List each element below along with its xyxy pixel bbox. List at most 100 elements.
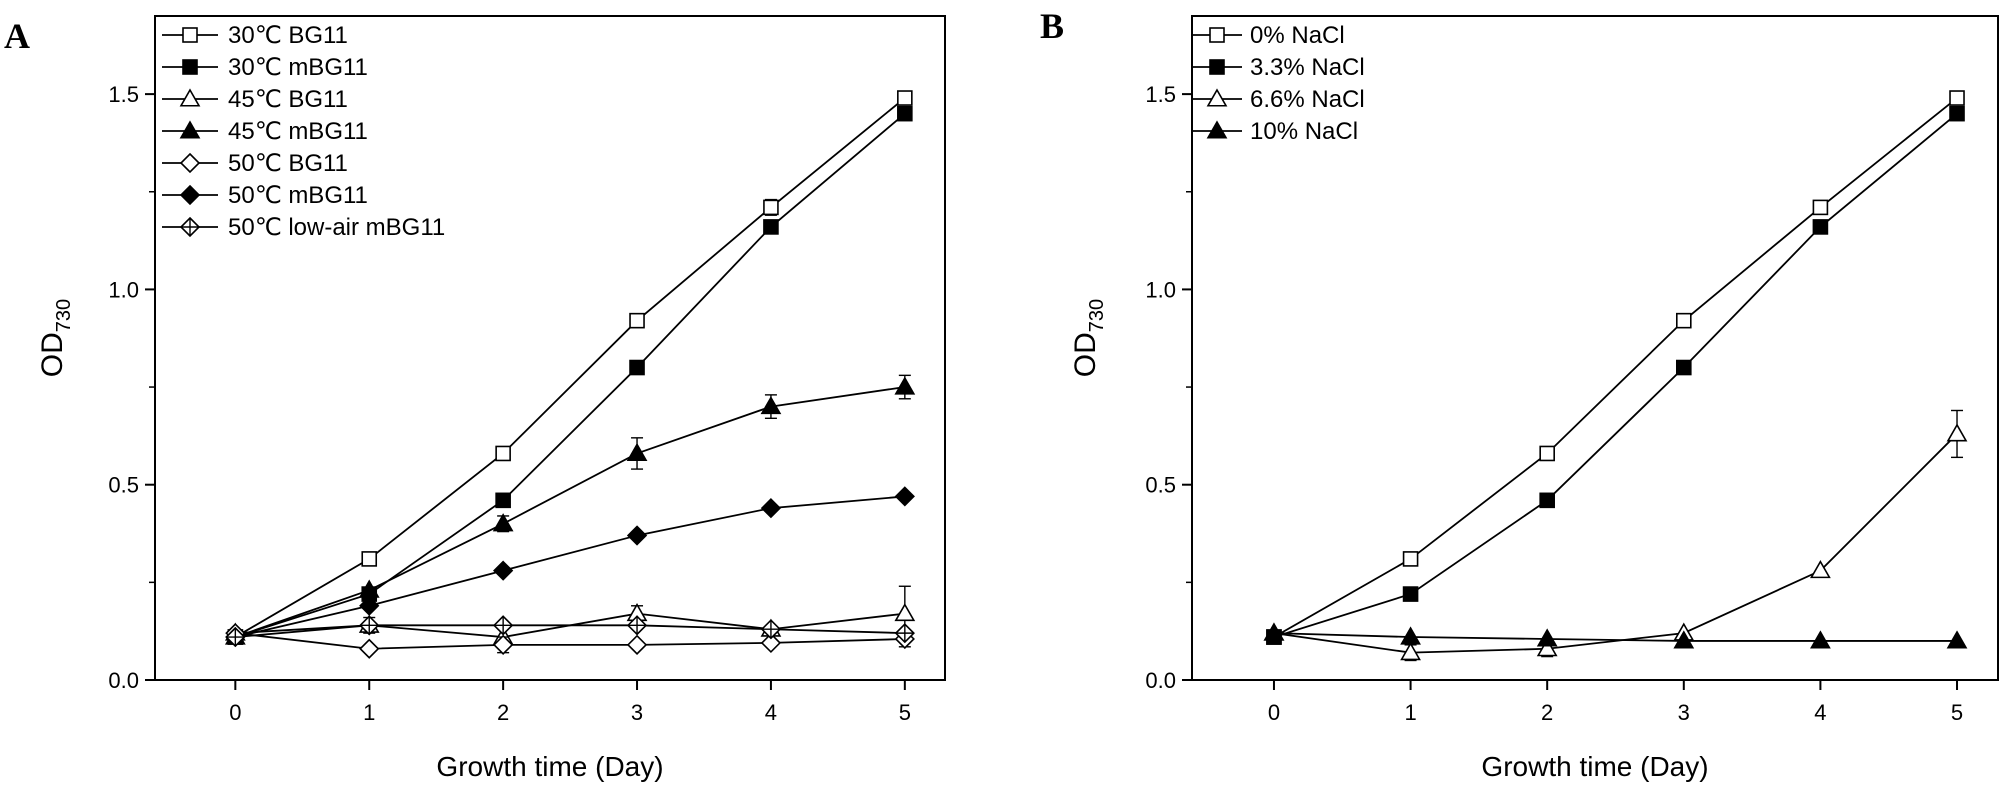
series-4 [224, 374, 916, 645]
y-axis-label-text: OD730 [1069, 299, 1108, 377]
y-axis-label-subscript: 730 [1086, 299, 1108, 332]
x-tick-label: 4 [1814, 700, 1826, 725]
series-6 [225, 486, 915, 648]
legend-marker [1206, 120, 1228, 139]
series-line [1273, 433, 1958, 654]
legend-item: 50℃ mBG11 [162, 182, 368, 209]
series-line [234, 97, 906, 638]
x-axis-label: Growth time (Day) [436, 751, 663, 782]
data-point [760, 498, 782, 519]
series-line [235, 495, 905, 638]
data-point [1400, 626, 1421, 645]
x-tick-label: 3 [1678, 700, 1690, 725]
legend-label: 6.6% NaCl [1250, 86, 1365, 113]
series-line [1273, 632, 1958, 642]
data-point [1400, 642, 1421, 661]
legend-item: 3.3% NaCl [1192, 54, 1365, 81]
y-tick-label: 1.5 [1145, 82, 1176, 107]
data-point [1810, 630, 1831, 649]
series-3 [1263, 409, 1968, 662]
data-point [763, 199, 779, 216]
series-line [235, 112, 906, 638]
legend-item: 50℃ low-air mBG11 [162, 214, 445, 241]
legend-label: 45℃ mBG11 [228, 118, 368, 145]
data-point [1675, 359, 1692, 376]
legend-marker [1209, 59, 1225, 75]
data-point [894, 486, 915, 507]
data-point [760, 395, 782, 415]
x-tick-label: 0 [229, 700, 241, 725]
series-line [235, 632, 905, 650]
chart-panel-B: B 0 1 2 3 4 5 0.0 0.5 1.0 1.5 Growth time (Day) OD73… [1040, 6, 1999, 782]
legend-item: 45℃ mBG11 [162, 118, 368, 145]
y-axis-label-text: OD730 [36, 299, 75, 377]
data-point [495, 492, 511, 509]
data-point [626, 634, 648, 655]
x-tick-label: 1 [363, 700, 375, 725]
legend-label: 50℃ BG11 [228, 150, 348, 177]
x-tick-label: 5 [899, 700, 911, 725]
y-axis-label-main: OD [1069, 332, 1102, 377]
data-point [493, 560, 514, 581]
legend-marker [1209, 27, 1225, 43]
legend-item: 45℃ BG11 [162, 86, 348, 113]
legend-label: 50℃ low-air mBG11 [228, 214, 445, 241]
legend-marker [179, 152, 201, 174]
legend-marker [182, 27, 198, 43]
plot-frame [1191, 15, 1999, 681]
data-point [1949, 90, 1965, 106]
data-point [1673, 630, 1695, 649]
legend-label: 30℃ BG11 [228, 22, 348, 49]
y-tick-label: 1.0 [108, 277, 139, 302]
data-point [629, 312, 645, 329]
legend-item: 50℃ BG11 [162, 150, 348, 177]
data-point [1810, 560, 1831, 579]
legend-label: 30℃ mBG11 [228, 54, 368, 81]
series-2 [1266, 105, 1965, 645]
chart-panel-A: A 0 1 2 3 4 5 0.0 0.5 1.0 1.5 Growth time (Day) OD73… [4, 15, 946, 782]
data-point [1812, 219, 1829, 235]
y-tick-label: 1.5 [108, 82, 139, 107]
series-line [235, 386, 905, 638]
data-point [626, 525, 648, 546]
x-tick-label: 5 [1951, 700, 1963, 725]
legend-label: 3.3% NaCl [1250, 54, 1365, 81]
legend-label: 45℃ BG11 [228, 86, 348, 113]
legend-item: 6.6% NaCl [1192, 86, 1365, 113]
data-point [894, 602, 916, 622]
y-tick-label: 0.0 [1145, 668, 1176, 693]
data-point [897, 105, 913, 122]
y-tick-label: 0.5 [108, 473, 139, 498]
data-point [1402, 586, 1419, 602]
legend-item: 0% NaCl [1192, 22, 1345, 49]
x-tick-label: 1 [1404, 700, 1416, 725]
y-axis-label-main: OD [36, 332, 69, 377]
legend-label: 10% NaCl [1250, 118, 1358, 145]
series-1 [1266, 90, 1965, 645]
legend-marker [182, 59, 198, 75]
data-point [361, 551, 378, 567]
data-point [495, 445, 511, 462]
data-point [1675, 312, 1692, 329]
data-point [894, 376, 916, 395]
plot-frame [154, 15, 946, 681]
data-point [1402, 551, 1419, 567]
data-point [1536, 638, 1558, 657]
legend-marker [179, 88, 201, 107]
data-point [763, 219, 779, 235]
panel-label: A [4, 16, 30, 56]
series-line [1273, 112, 1958, 638]
data-point [493, 634, 514, 655]
data-point [1536, 628, 1558, 647]
y-axis-label: OD730 [36, 299, 75, 377]
data-point [1263, 622, 1285, 641]
data-point [1946, 423, 1968, 442]
x-tick-label: 3 [631, 700, 643, 725]
series-line [235, 624, 905, 638]
data-point [1812, 199, 1829, 216]
x-tick-label: 4 [765, 700, 777, 725]
data-point [492, 513, 514, 532]
legend: 0% NaCl 3.3% NaCl 6.6% NaCl 10% NaCl [1192, 22, 1365, 145]
x-tick-label: 2 [1541, 700, 1553, 725]
